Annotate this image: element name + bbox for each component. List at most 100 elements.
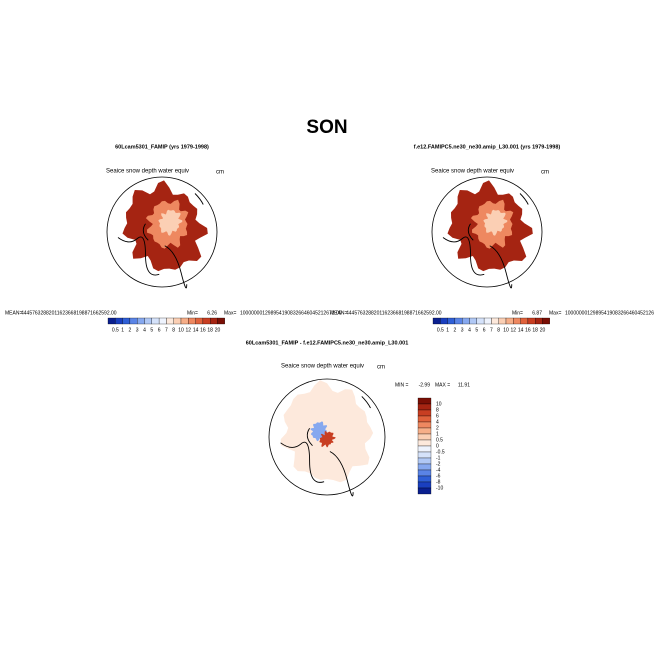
colorbar-box <box>417 403 432 411</box>
colorbar-label: -10 <box>436 485 443 491</box>
colorbar-box <box>217 317 225 325</box>
colorbar-box <box>498 317 507 325</box>
sea-ice <box>158 209 183 236</box>
colorbar-label: 18 <box>207 327 213 333</box>
colorbar-box <box>180 317 189 325</box>
colorbar-label: 6 <box>436 413 439 419</box>
colorbar-label: 4 <box>468 327 471 333</box>
colorbar-label: 3 <box>136 327 139 333</box>
colorbar-label: 1 <box>446 327 449 333</box>
max-value: 1000000012989541908326646045212672.00 <box>565 310 654 316</box>
max-value: 11.91 <box>458 382 470 388</box>
colorbar-box <box>417 409 432 417</box>
colorbar-label: 6 <box>158 327 161 333</box>
colorbar-box <box>440 317 448 325</box>
colorbar-label: 8 <box>436 407 439 413</box>
colorbar-box <box>151 317 160 325</box>
colorbar-label: -2 <box>436 461 441 467</box>
colorbar-box <box>469 317 477 325</box>
colorbar-box <box>173 317 182 325</box>
colorbar-box <box>144 317 152 325</box>
colorbar-box <box>527 317 536 325</box>
colorbar-label: 5 <box>150 327 153 333</box>
colorbar-box <box>210 317 218 325</box>
colorbar-label: 14 <box>193 327 199 333</box>
colorbar-box <box>417 463 432 471</box>
panel-title: f.e12.FAMIPC5.ne30_ne30.amip_L30.001 (yr… <box>414 144 561 150</box>
colorbar-label: 4 <box>436 419 439 425</box>
colorbar-box <box>520 317 529 325</box>
colorbar-label: 20 <box>540 327 546 333</box>
colorbar-label: -1 <box>436 455 441 461</box>
units: cm <box>216 170 224 176</box>
units: cm <box>377 365 385 371</box>
max-label: Max= <box>224 310 236 316</box>
colorbar-label: 12 <box>511 327 517 333</box>
colorbar-box <box>107 317 116 325</box>
colorbar-box <box>476 317 485 325</box>
colorbar-box <box>417 397 432 405</box>
min-value: -2.99 <box>419 382 431 388</box>
min-label: Min= <box>187 310 198 316</box>
colorbar-label: 10 <box>178 327 184 333</box>
colorbar-label: 10 <box>436 401 442 407</box>
colorbar-label: 1 <box>436 431 439 437</box>
colorbar-box <box>202 317 211 325</box>
colorbar-box <box>188 317 196 325</box>
colorbar-label: -8 <box>436 479 441 485</box>
colorbar-label: 14 <box>518 327 524 333</box>
colorbar-box <box>491 317 499 325</box>
sea-ice <box>483 209 508 236</box>
colorbar-label: 2 <box>129 327 132 333</box>
mean-value: 44457632882011623668198871662592.00 <box>21 310 117 316</box>
difference-title: 60Lcam5301_FAMIP - f.e12.FAMIPC5.ne30_ne… <box>246 340 409 346</box>
colorbar-label: 18 <box>532 327 538 333</box>
colorbar-box <box>417 427 432 435</box>
colorbar-label: 6 <box>483 327 486 333</box>
mean-label: MEAN= <box>330 310 347 316</box>
colorbar-box <box>417 469 432 477</box>
colorbar-label: 10 <box>503 327 509 333</box>
colorbar-label: 0 <box>436 443 439 449</box>
colorbar-box <box>158 317 167 325</box>
colorbar-box <box>454 317 463 325</box>
colorbar-label: 7 <box>490 327 493 333</box>
colorbar-box <box>129 317 138 325</box>
colorbar-label: 5 <box>475 327 478 333</box>
colorbar-box <box>483 317 492 325</box>
colorbar-box <box>417 445 432 453</box>
figure-title: SON <box>306 117 347 138</box>
max-label: MAX = <box>435 382 450 388</box>
colorbar-label: 0.5 <box>437 327 444 333</box>
colorbar-label: 1 <box>121 327 124 333</box>
colorbar-box <box>417 451 432 459</box>
colorbar-box <box>417 475 432 483</box>
colorbar-box <box>462 317 470 325</box>
colorbar-box <box>166 317 174 325</box>
max-value: 1000000012989541908326646045212672.00 <box>240 310 342 316</box>
colorbar-box <box>417 421 432 429</box>
coastline <box>280 396 371 497</box>
colorbar-box <box>122 317 131 325</box>
min-value: 6.87 <box>532 310 542 316</box>
colorbar-box <box>447 317 456 325</box>
colorbar-box <box>195 317 204 325</box>
units: cm <box>541 170 549 176</box>
colorbar-label: 8 <box>172 327 175 333</box>
colorbar-label: 2 <box>436 425 439 431</box>
colorbar-box <box>417 457 432 465</box>
colorbar-box <box>535 317 543 325</box>
field-region <box>280 380 374 483</box>
min-value: 6.26 <box>207 310 217 316</box>
colorbar-label: 7 <box>165 327 168 333</box>
colorbar-label: -4 <box>436 467 441 473</box>
colorbar-label: 16 <box>200 327 206 333</box>
colorbar-label: 12 <box>186 327 192 333</box>
variable-name: Seaice snow depth water equiv <box>431 169 514 175</box>
colorbar-box <box>417 487 432 495</box>
colorbar-label: -0.5 <box>436 449 445 455</box>
colorbar-box <box>505 317 514 325</box>
min-label: Min= <box>512 310 523 316</box>
colorbar-box <box>513 317 521 325</box>
